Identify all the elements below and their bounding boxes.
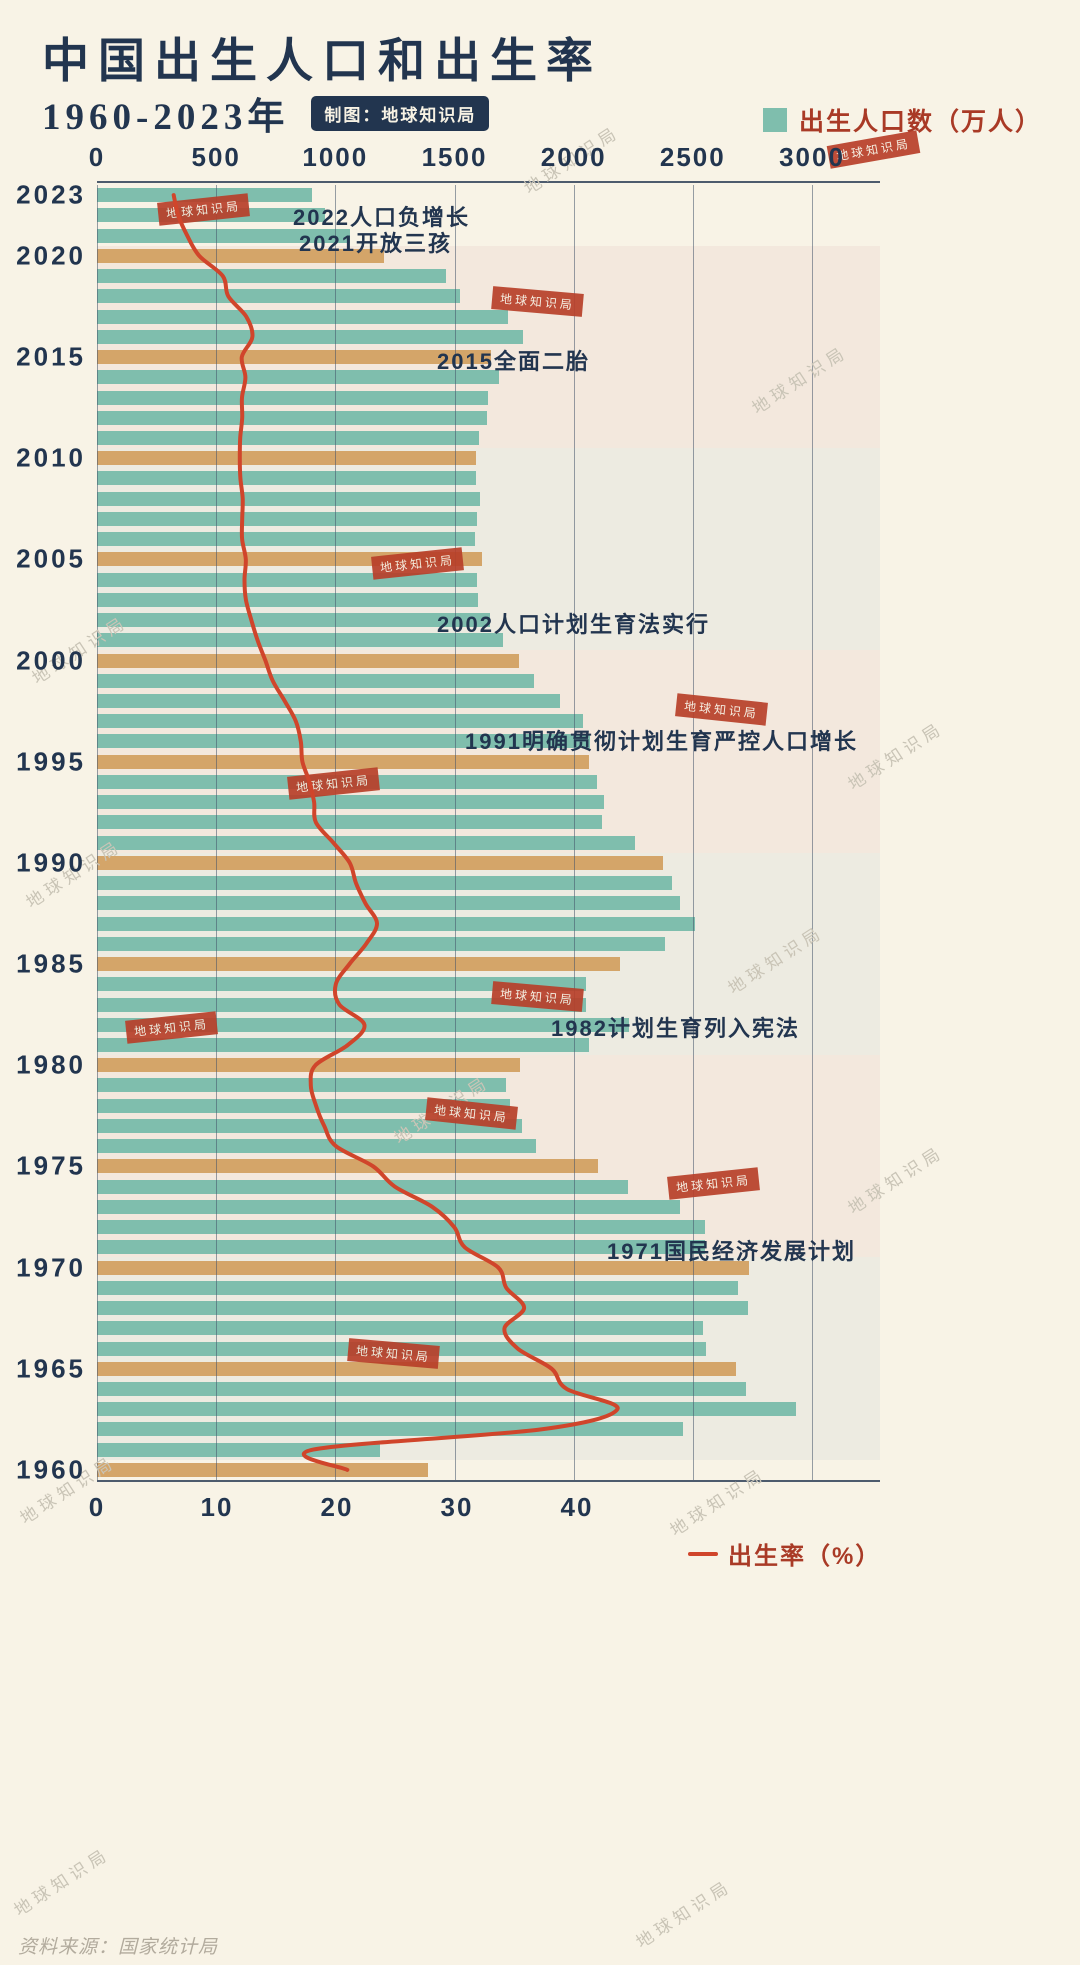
year-label-1970: 1970 — [16, 1252, 86, 1282]
credit-badge: 制图：地球知识局 — [311, 95, 490, 131]
bottom-axis-tick-40: 40 — [560, 1492, 594, 1522]
gridline-0 — [97, 185, 98, 1480]
year-label-1965: 1965 — [16, 1353, 86, 1384]
subtitle-row: 1960-2023年 制图：地球知识局 — [42, 86, 490, 140]
annotation-3: 2002人口计划生育法实行 — [437, 612, 710, 637]
annotation-2: 2015全面二胎 — [437, 349, 590, 374]
top-axis-tick-0: 0 — [88, 142, 106, 172]
annotation-4: 1991明确贯彻计划生育严控人口增长 — [465, 729, 858, 754]
annotation-1: 2021开放三孩 — [299, 231, 452, 256]
bottom-axis-tick-10: 10 — [200, 1492, 234, 1522]
legend-rate: 出生率（%） — [688, 1536, 881, 1571]
year-label-2010: 2010 — [16, 442, 86, 473]
rate-line-swatch-icon — [688, 1551, 718, 1556]
top-axis-tick-1000: 1000 — [302, 142, 369, 172]
annotation-6: 1971国民经济发展计划 — [607, 1239, 856, 1264]
gridline-2500 — [692, 185, 694, 1480]
year-label-2023: 2023 — [16, 179, 86, 210]
annotation-5: 1982计划生育列入宪法 — [551, 1016, 800, 1041]
top-axis-tick-1500: 1500 — [421, 142, 488, 172]
bottom-axis-tick-0: 0 — [88, 1492, 106, 1522]
year-label-1980: 1980 — [16, 1049, 86, 1080]
page-title: 中国出生人口和出生率 — [42, 36, 602, 88]
year-label-2020: 2020 — [16, 240, 86, 271]
year-label-1990: 1990 — [16, 847, 86, 878]
rate-legend-label: 出生率（%） — [728, 1543, 882, 1570]
top-axis-line — [97, 181, 880, 183]
bottom-axis-line — [97, 1480, 880, 1482]
top-axis-tick-500: 500 — [191, 142, 241, 172]
legend-births: 出生人口数（万人） — [762, 102, 1042, 138]
top-axis-tick-2500: 2500 — [659, 142, 726, 172]
bottom-axis-tick-20: 20 — [320, 1492, 354, 1522]
births-swatch-icon — [762, 108, 787, 132]
top-axis-tick-3000: 3000 — [779, 142, 845, 172]
births-legend-label: 出生人口数（万人） — [798, 108, 1042, 136]
subtitle: 1960-2023年 — [42, 97, 290, 138]
year-label-2015: 2015 — [16, 341, 86, 372]
gridline-3000 — [812, 185, 813, 1480]
year-label-1975: 1975 — [16, 1150, 86, 1181]
year-label-1995: 1995 — [16, 746, 86, 777]
year-label-1985: 1985 — [16, 948, 86, 979]
source-note: 资料来源：国家统计局 — [18, 1937, 219, 1958]
bottom-axis-tick-30: 30 — [440, 1492, 474, 1522]
year-label-2005: 2005 — [16, 543, 86, 574]
year-label-1960: 1960 — [16, 1454, 86, 1485]
top-axis-tick-2000: 2000 — [540, 142, 607, 172]
year-label-2000: 2000 — [16, 645, 86, 675]
